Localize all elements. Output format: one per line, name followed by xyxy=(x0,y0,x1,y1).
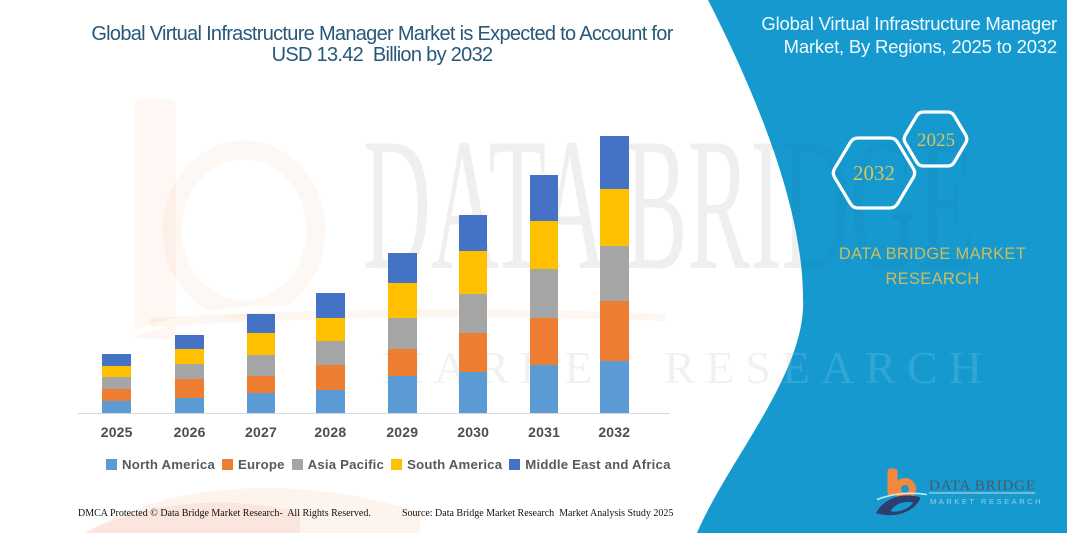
svg-text:2025: 2025 xyxy=(917,130,955,151)
svg-text:DATA BRIDGE: DATA BRIDGE xyxy=(929,478,1035,494)
svg-text:MARKET RESEARCH: MARKET RESEARCH xyxy=(930,497,1043,506)
svg-text:2032: 2032 xyxy=(853,161,895,185)
